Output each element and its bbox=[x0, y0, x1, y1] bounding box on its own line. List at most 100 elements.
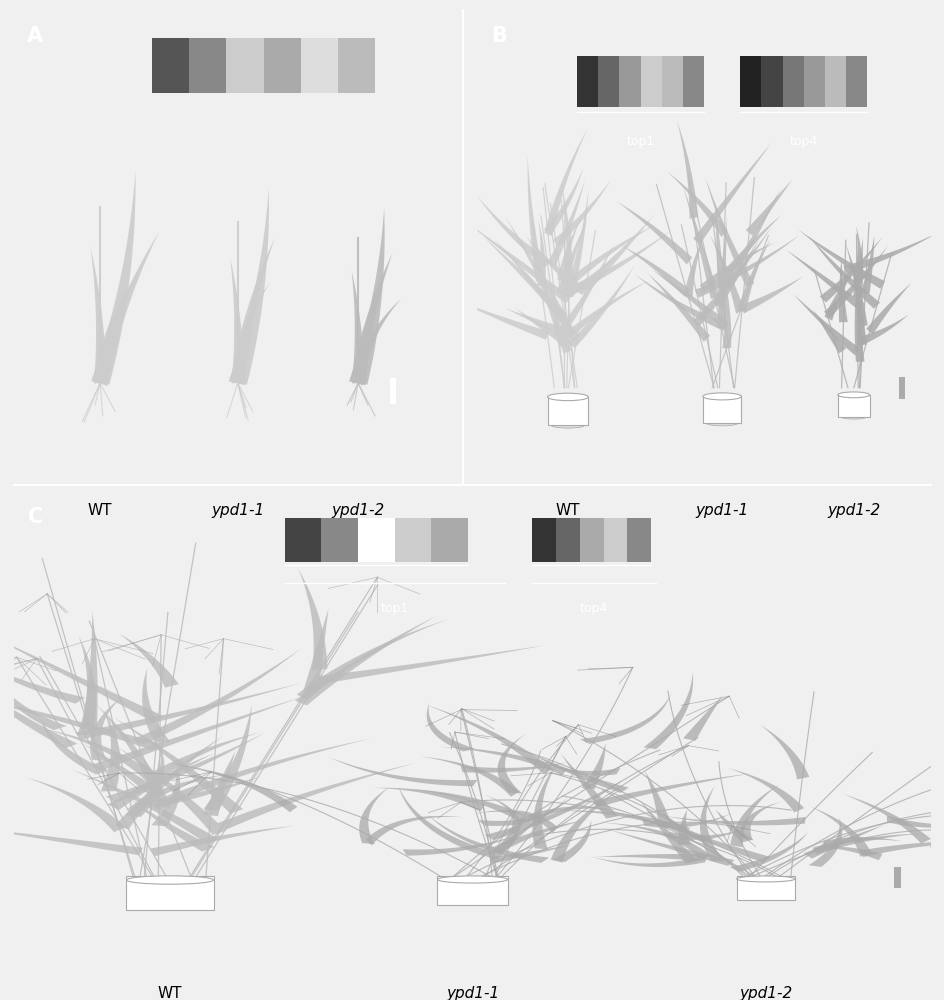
Polygon shape bbox=[0, 827, 143, 855]
Polygon shape bbox=[851, 226, 861, 283]
Polygon shape bbox=[532, 763, 557, 849]
Polygon shape bbox=[792, 294, 860, 355]
Polygon shape bbox=[26, 777, 126, 832]
Text: WT: WT bbox=[555, 503, 580, 518]
Polygon shape bbox=[93, 231, 160, 386]
Polygon shape bbox=[497, 734, 526, 793]
Polygon shape bbox=[525, 751, 628, 793]
Text: ypd1-1: ypd1-1 bbox=[446, 986, 498, 1000]
Polygon shape bbox=[808, 818, 841, 867]
Polygon shape bbox=[232, 281, 271, 385]
Polygon shape bbox=[106, 733, 264, 803]
Bar bbox=[152, 38, 189, 93]
Bar bbox=[598, 56, 618, 107]
Bar bbox=[226, 38, 263, 93]
Polygon shape bbox=[91, 247, 107, 384]
Text: top4: top4 bbox=[789, 135, 818, 148]
Polygon shape bbox=[151, 763, 180, 826]
Polygon shape bbox=[822, 837, 902, 848]
Polygon shape bbox=[524, 234, 587, 295]
Bar bbox=[321, 518, 358, 562]
Polygon shape bbox=[556, 280, 649, 347]
Bar bbox=[437, 876, 507, 905]
Ellipse shape bbox=[126, 876, 213, 884]
Polygon shape bbox=[677, 810, 690, 845]
Polygon shape bbox=[760, 725, 808, 779]
Bar bbox=[430, 518, 467, 562]
Bar bbox=[547, 397, 588, 425]
Polygon shape bbox=[720, 262, 731, 348]
Bar bbox=[284, 518, 321, 562]
Polygon shape bbox=[116, 746, 226, 835]
Polygon shape bbox=[41, 728, 158, 783]
Polygon shape bbox=[142, 668, 170, 742]
Polygon shape bbox=[148, 776, 262, 808]
Polygon shape bbox=[541, 759, 620, 776]
Polygon shape bbox=[562, 224, 655, 291]
Polygon shape bbox=[478, 797, 567, 826]
Polygon shape bbox=[709, 235, 743, 314]
Polygon shape bbox=[420, 756, 518, 797]
Polygon shape bbox=[667, 172, 727, 237]
Polygon shape bbox=[582, 215, 653, 291]
Polygon shape bbox=[638, 799, 697, 864]
Polygon shape bbox=[203, 705, 251, 811]
Polygon shape bbox=[485, 818, 540, 860]
Bar bbox=[603, 518, 627, 562]
Polygon shape bbox=[785, 250, 863, 311]
Polygon shape bbox=[644, 771, 671, 826]
Polygon shape bbox=[567, 265, 634, 348]
Polygon shape bbox=[797, 229, 885, 289]
Polygon shape bbox=[228, 188, 269, 385]
Polygon shape bbox=[608, 829, 733, 866]
Polygon shape bbox=[853, 260, 864, 362]
Polygon shape bbox=[0, 667, 77, 748]
Polygon shape bbox=[641, 813, 731, 828]
Polygon shape bbox=[119, 634, 178, 688]
Bar bbox=[683, 56, 703, 107]
Polygon shape bbox=[845, 244, 867, 327]
Polygon shape bbox=[715, 206, 726, 298]
Polygon shape bbox=[353, 298, 401, 386]
Polygon shape bbox=[818, 237, 882, 302]
Polygon shape bbox=[652, 819, 769, 862]
Polygon shape bbox=[402, 834, 521, 856]
Polygon shape bbox=[71, 769, 219, 845]
Polygon shape bbox=[823, 267, 855, 321]
Text: B: B bbox=[490, 26, 506, 46]
Polygon shape bbox=[514, 308, 573, 349]
Polygon shape bbox=[506, 309, 565, 336]
Polygon shape bbox=[203, 751, 235, 816]
Text: top4: top4 bbox=[580, 602, 607, 615]
Polygon shape bbox=[667, 827, 747, 840]
Polygon shape bbox=[842, 794, 930, 843]
Polygon shape bbox=[95, 704, 171, 810]
Polygon shape bbox=[484, 778, 624, 840]
Bar bbox=[395, 518, 430, 562]
Polygon shape bbox=[373, 788, 484, 811]
Polygon shape bbox=[328, 757, 477, 786]
Polygon shape bbox=[661, 815, 805, 825]
Polygon shape bbox=[633, 273, 728, 331]
Bar bbox=[845, 56, 867, 107]
Bar bbox=[739, 56, 761, 107]
Polygon shape bbox=[476, 195, 550, 267]
Polygon shape bbox=[842, 233, 936, 274]
Polygon shape bbox=[719, 215, 781, 282]
Polygon shape bbox=[529, 239, 571, 353]
Polygon shape bbox=[650, 269, 728, 329]
Polygon shape bbox=[81, 611, 97, 729]
Polygon shape bbox=[108, 753, 215, 810]
Polygon shape bbox=[739, 802, 781, 840]
Bar bbox=[661, 56, 683, 107]
Polygon shape bbox=[560, 754, 617, 819]
Polygon shape bbox=[716, 217, 727, 328]
Polygon shape bbox=[0, 675, 67, 730]
Polygon shape bbox=[807, 235, 879, 309]
Text: ypd1-1: ypd1-1 bbox=[211, 503, 264, 518]
Polygon shape bbox=[95, 274, 140, 385]
Polygon shape bbox=[553, 243, 614, 339]
Polygon shape bbox=[582, 743, 605, 789]
Polygon shape bbox=[866, 283, 911, 335]
Polygon shape bbox=[812, 833, 922, 854]
